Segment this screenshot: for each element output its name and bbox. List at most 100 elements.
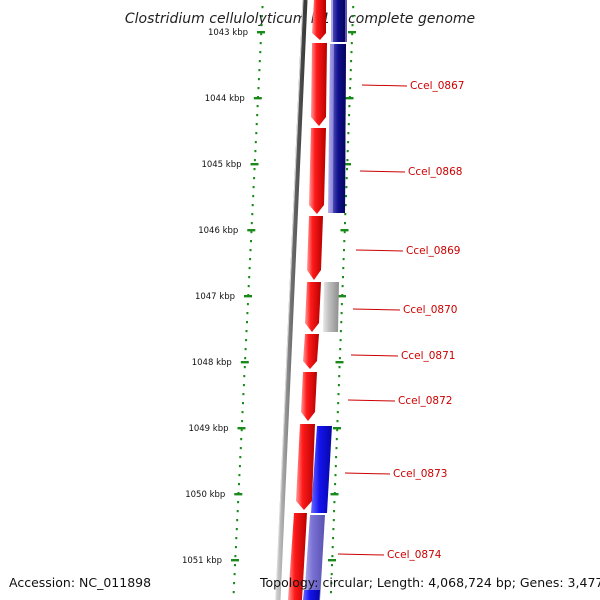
minor-tick (244, 357, 247, 360)
minor-tick (249, 249, 252, 252)
minor-tick (346, 168, 348, 171)
gene-label[interactable]: Ccel_0870 (403, 304, 457, 316)
minor-tick (332, 537, 335, 540)
tick-label: 1051 kbp (182, 556, 222, 566)
minor-tick (347, 123, 350, 126)
minor-tick (351, 24, 354, 27)
major-tick (348, 31, 356, 34)
minor-tick (341, 285, 344, 288)
minor-tick (247, 285, 250, 288)
minor-tick (342, 267, 345, 270)
minor-tick (333, 501, 336, 504)
tick-label: 1044 kbp (205, 94, 245, 104)
gene-label[interactable]: Ccel_0869 (406, 245, 460, 257)
minor-tick (331, 555, 334, 558)
label-leader-line (361, 84, 408, 87)
major-tick (343, 163, 351, 166)
minor-tick (252, 195, 255, 198)
minor-tick (234, 546, 237, 549)
cds-forward[interactable] (311, 43, 327, 126)
minor-tick (344, 213, 347, 216)
gene-label[interactable]: Ccel_0873 (393, 468, 447, 480)
major-tick (234, 493, 243, 496)
minor-tick (257, 87, 260, 90)
gene-label[interactable]: Ccel_0867 (410, 80, 464, 92)
minor-tick (258, 60, 261, 63)
minor-tick (331, 564, 333, 567)
minor-tick (243, 366, 246, 369)
minor-tick (253, 168, 256, 171)
minor-tick (352, 6, 355, 9)
minor-tick (346, 159, 349, 162)
minor-tick (332, 528, 335, 531)
minor-tick (338, 375, 341, 378)
minor-tick (342, 276, 344, 279)
cds-forward[interactable] (305, 282, 321, 332)
cds-forward[interactable] (307, 216, 323, 280)
minor-tick (336, 429, 339, 432)
major-tick (247, 229, 256, 232)
tick-label: 1049 kbp (188, 424, 228, 434)
label-leader-line (359, 170, 406, 173)
minor-tick (242, 393, 245, 396)
tick-label: 1046 kbp (198, 226, 238, 236)
cds-forward[interactable] (288, 513, 307, 600)
cds-reverse[interactable] (333, 44, 346, 213)
minor-tick (349, 78, 352, 81)
tick-label: 1047 kbp (195, 292, 235, 302)
minor-tick (335, 456, 338, 459)
minor-tick (253, 177, 256, 180)
major-tick (338, 295, 346, 298)
minor-tick (344, 204, 347, 207)
reverse-strand-features (303, 0, 347, 600)
minor-tick (260, 33, 263, 36)
gene-label[interactable]: Ccel_0868 (408, 166, 462, 178)
label-leader-line (355, 249, 404, 252)
major-tick (257, 31, 265, 34)
gene-label[interactable]: Ccel_0874 (387, 549, 442, 561)
minor-tick (343, 249, 345, 252)
cds-reverse[interactable] (333, 0, 345, 42)
forward-strand-features (288, 0, 327, 600)
major-tick (237, 427, 246, 430)
cds-reverse[interactable] (303, 590, 320, 600)
minor-tick (241, 420, 244, 423)
major-tick (333, 427, 341, 430)
minor-tick (255, 123, 258, 126)
tick-ruler: 1043 kbp 1044 kbp 1045 kbp 1046 kbp 1047 kbp… (182, 6, 265, 594)
label-leader-line (350, 354, 399, 357)
cds-forward[interactable] (301, 372, 317, 421)
minor-tick (238, 465, 241, 468)
gene-label[interactable]: Ccel_0872 (398, 395, 452, 407)
major-tick (253, 97, 262, 100)
minor-tick (234, 564, 236, 567)
label-leader-line (352, 308, 401, 311)
minor-tick (259, 42, 262, 45)
cds-forward[interactable] (303, 334, 319, 369)
minor-tick (339, 330, 342, 333)
minor-tick (245, 330, 248, 333)
cds-reverse-pseudo[interactable] (323, 282, 339, 332)
minor-tick (253, 159, 256, 162)
major-tick (330, 493, 339, 496)
minor-tick (340, 303, 343, 306)
minor-tick (242, 402, 244, 405)
cds-forward[interactable] (312, 0, 326, 40)
minor-tick (340, 321, 343, 324)
minor-tick (350, 51, 353, 54)
cds-forward[interactable] (296, 424, 315, 510)
cds-reverse[interactable] (311, 426, 332, 513)
cds-reverse[interactable] (304, 515, 325, 600)
minor-tick (250, 231, 253, 234)
minor-tick (250, 222, 253, 225)
label-leader-line (344, 472, 391, 475)
minor-tick (258, 69, 261, 72)
minor-tick (350, 60, 353, 63)
minor-tick (330, 582, 333, 585)
minor-tick (261, 6, 264, 9)
minor-tick (342, 258, 345, 261)
minor-tick (238, 483, 240, 486)
cds-forward[interactable] (309, 128, 326, 214)
gene-label[interactable]: Ccel_0871 (401, 350, 455, 362)
tick-label: 1050 kbp (185, 490, 225, 500)
